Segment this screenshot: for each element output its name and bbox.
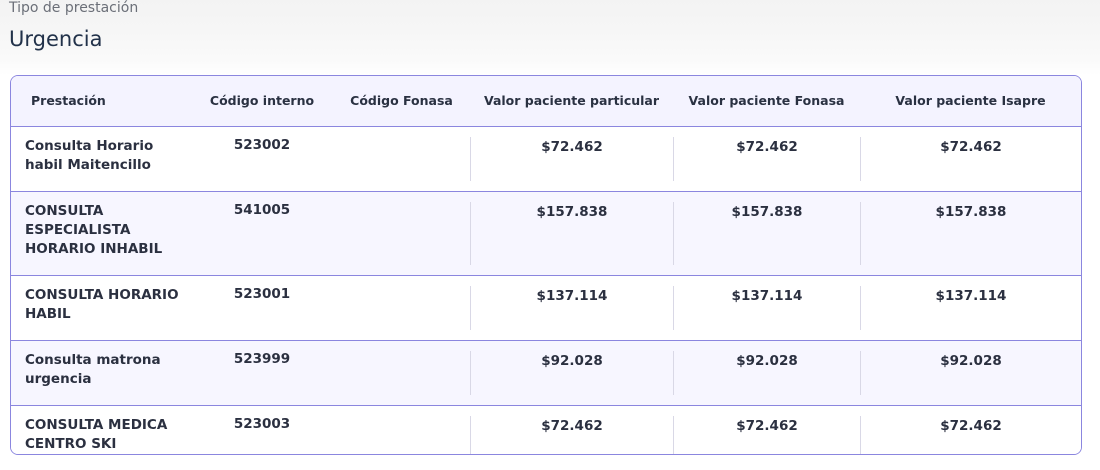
valor-fonasa-cell: $72.462: [673, 405, 860, 454]
valor-particular-value: $92.028: [470, 350, 673, 395]
codigo-fonasa-cell: [333, 191, 470, 275]
table-header-row: Prestación Código interno Código Fonasa …: [11, 76, 1081, 127]
codigo-interno-cell: 523999: [233, 350, 291, 367]
valor-isapre-cell: $72.462: [860, 405, 1081, 454]
valor-fonasa-value: $92.028: [673, 350, 860, 395]
valor-particular-value: $157.838: [470, 201, 673, 265]
table-row: CONSULTA MEDICA CENTRO SKI 523003 $72.46…: [11, 405, 1081, 454]
valor-particular-value: $72.462: [470, 136, 673, 181]
codigo-fonasa-cell: [333, 275, 470, 340]
codigo-fonasa-cell: [333, 405, 470, 454]
valor-fonasa-cell: $92.028: [673, 340, 860, 405]
price-table: Prestación Código interno Código Fonasa …: [11, 76, 1081, 454]
codigo-interno-cell: 523001: [233, 285, 291, 302]
valor-fonasa-cell: $157.838: [673, 191, 860, 275]
table-row: Consulta Horario habil Maitencillo 52300…: [11, 126, 1081, 191]
valor-particular-cell: $92.028: [470, 340, 673, 405]
price-table-card: Prestación Código interno Código Fonasa …: [10, 75, 1082, 455]
codigo-fonasa-cell: [333, 126, 470, 191]
column-header-codigo-fonasa: Código Fonasa: [333, 76, 470, 127]
valor-fonasa-value: $72.462: [673, 415, 860, 454]
valor-particular-cell: $137.114: [470, 275, 673, 340]
valor-isapre-cell: $92.028: [860, 340, 1081, 405]
valor-isapre-cell: $157.838: [860, 191, 1081, 275]
valor-isapre-cell: $72.462: [860, 126, 1081, 191]
valor-particular-cell: $72.462: [470, 405, 673, 454]
valor-particular-cell: $72.462: [470, 126, 673, 191]
column-header-codigo-interno: Código interno: [191, 76, 333, 127]
codigo-interno-cell: 523003: [233, 415, 291, 432]
column-header-valor-particular: Valor paciente particular: [470, 76, 673, 127]
valor-fonasa-value: $157.838: [673, 201, 860, 265]
valor-fonasa-value: $137.114: [673, 285, 860, 330]
valor-particular-value: $137.114: [470, 285, 673, 330]
valor-particular-cell: $157.838: [470, 191, 673, 275]
prestacion-name: CONSULTA HORARIO HABIL: [25, 286, 179, 322]
prestacion-name: CONSULTA MEDICA CENTRO SKI: [25, 416, 168, 452]
column-header-valor-fonasa: Valor paciente Fonasa: [673, 76, 860, 127]
prestacion-name: Consulta matrona urgencia: [25, 351, 161, 387]
table-row: CONSULTA ESPECIALISTA HORARIO INHABIL 54…: [11, 191, 1081, 275]
section-title: Urgencia: [9, 27, 103, 51]
prestacion-name: Consulta Horario habil Maitencillo: [25, 137, 154, 173]
table-row: Consulta matrona urgencia 523999 $92.028…: [11, 340, 1081, 405]
valor-isapre-value: $137.114: [860, 285, 1081, 330]
valor-isapre-value: $72.462: [860, 136, 1081, 181]
valor-fonasa-value: $72.462: [673, 136, 860, 181]
column-header-valor-isapre: Valor paciente Isapre: [860, 76, 1081, 127]
valor-isapre-value: $92.028: [860, 350, 1081, 395]
table-row: CONSULTA HORARIO HABIL 523001 $137.114 $…: [11, 275, 1081, 340]
valor-isapre-value: $157.838: [860, 201, 1081, 265]
service-type-label: Tipo de prestación: [9, 0, 139, 16]
valor-particular-value: $72.462: [470, 415, 673, 454]
codigo-interno-cell: 523002: [233, 136, 291, 153]
codigo-fonasa-cell: [333, 340, 470, 405]
valor-isapre-value: $72.462: [860, 415, 1081, 454]
column-header-prestacion: Prestación: [11, 76, 191, 127]
valor-fonasa-cell: $72.462: [673, 126, 860, 191]
codigo-interno-cell: 541005: [233, 201, 291, 218]
valor-fonasa-cell: $137.114: [673, 275, 860, 340]
prestacion-name: CONSULTA ESPECIALISTA HORARIO INHABIL: [25, 202, 163, 257]
valor-isapre-cell: $137.114: [860, 275, 1081, 340]
